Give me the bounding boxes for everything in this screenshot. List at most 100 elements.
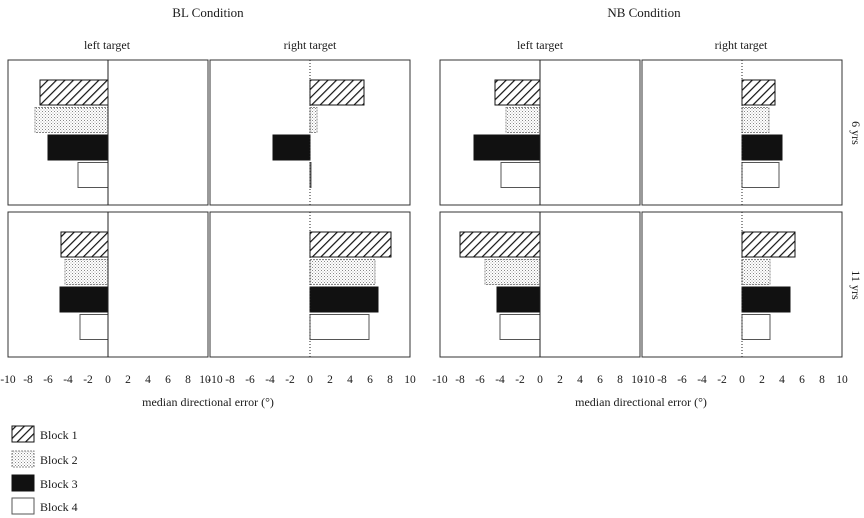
bar-block-2 [505, 107, 541, 133]
tick-label: -10 [639, 374, 655, 386]
tick-label: 6 [165, 374, 171, 386]
tick-label: -6 [677, 374, 687, 386]
tick-label: -4 [63, 374, 73, 386]
legend-swatch-block-1 [11, 425, 35, 443]
bl-condition-title: BL Condition [172, 5, 244, 20]
tick-label: 8 [617, 374, 623, 386]
tick-label: 4 [779, 374, 785, 386]
bar-block-4 [77, 162, 109, 188]
bar-block-1 [39, 79, 109, 106]
bar-block-1 [459, 231, 541, 258]
tick-label: -4 [495, 374, 505, 386]
tick-label: 8 [185, 374, 191, 386]
ticks-layer: -10 -8 -6 -4 -2 0 2 4 6 8 10-10 -8 -6 -4 -2 0 2 4 6 8 10 -10-… [0, 374, 848, 386]
bar-block-1 [741, 79, 776, 106]
bar-block-3 [47, 134, 109, 161]
bar-block-2 [64, 259, 109, 285]
tick-label: -2 [83, 374, 93, 386]
bar-block-2 [309, 259, 376, 285]
tick-label: -6 [475, 374, 485, 386]
nb-condition-title: NB Condition [607, 5, 681, 20]
legend-label-block-3: Block 3 [40, 477, 78, 491]
tick-label: -10 [432, 374, 448, 386]
bar-block-4 [309, 314, 370, 340]
bar-block-1 [741, 231, 796, 258]
row-label-6-yrs: 6 yrs [849, 121, 863, 145]
tick-label: -8 [225, 374, 235, 386]
panel-bl-11-yrs-left [7, 211, 209, 358]
bar-block-4 [79, 314, 109, 340]
legend: Block 1 Block 2 Block 3 Block 4 [11, 425, 78, 515]
panel-nb-11-yrs-right [641, 211, 843, 358]
bl-right-target-title: right target [284, 38, 337, 52]
bar-block-3 [496, 286, 541, 313]
tick-label: 2 [125, 374, 131, 386]
tick-label: 10 [836, 374, 848, 386]
legend-swatch-block-4 [11, 497, 35, 515]
tick-label: 10 [199, 374, 211, 386]
nb-right-target-title: right target [715, 38, 768, 52]
tick-label: 2 [759, 374, 765, 386]
tick-label: 0 [105, 374, 111, 386]
tick-label: -4 [265, 374, 275, 386]
bar-block-1 [494, 79, 541, 106]
tick-label: 10 [404, 374, 416, 386]
tick-label: 0 [307, 374, 313, 386]
tick-label: -2 [717, 374, 727, 386]
panel-bl-6-yrs-right [209, 59, 411, 206]
tick-label: -10 [207, 374, 223, 386]
tick-label: 8 [387, 374, 393, 386]
tick-label: 4 [145, 374, 151, 386]
bar-block-2 [484, 259, 541, 285]
panel-nb-6-yrs-right [641, 59, 843, 206]
tick-label: 0 [537, 374, 543, 386]
bar-block-3 [473, 134, 541, 161]
bar-block-3 [272, 134, 311, 161]
tick-label: -8 [455, 374, 465, 386]
bar-block-1 [60, 231, 109, 258]
tick-label: -10 [0, 374, 16, 386]
tick-label: 8 [819, 374, 825, 386]
bar-block-4 [741, 314, 771, 340]
panel-nb-6-yrs-left [439, 59, 641, 206]
tick-label: 4 [347, 374, 353, 386]
legend-label-block-4: Block 4 [40, 500, 78, 514]
tick-label: 10 [631, 374, 643, 386]
tick-label: 2 [327, 374, 333, 386]
tick-label: -8 [657, 374, 667, 386]
panel-nb-11-yrs-left [439, 211, 641, 358]
legend-label-block-1: Block 1 [40, 428, 78, 442]
legend-swatch-block-3 [11, 474, 35, 492]
tick-label: 6 [597, 374, 603, 386]
tick-label: 2 [557, 374, 563, 386]
bl-left-target-title: left target [84, 38, 131, 52]
row-label-11-yrs: 11 yrs [849, 270, 863, 300]
legend-label-block-2: Block 2 [40, 453, 78, 467]
bar-block-3 [741, 134, 783, 161]
panel-bl-6-yrs-left [7, 59, 209, 206]
bar-block-2 [34, 107, 109, 133]
tick-label: -6 [245, 374, 255, 386]
bar-block-2 [309, 107, 318, 133]
bar-block-2 [741, 107, 770, 133]
tick-label: 6 [367, 374, 373, 386]
nb-left-target-title: left target [517, 38, 564, 52]
bar-block-4 [499, 314, 541, 340]
tick-label: -2 [285, 374, 295, 386]
tick-label: 4 [577, 374, 583, 386]
bar-block-3 [59, 286, 109, 313]
bl-xaxis-title: median directional error (°) [142, 395, 274, 409]
tick-label: 6 [799, 374, 805, 386]
bar-block-3 [309, 286, 379, 313]
bar-block-4 [500, 162, 541, 188]
tick-label: -4 [697, 374, 707, 386]
tick-label: -6 [43, 374, 53, 386]
bar-block-1 [309, 79, 365, 106]
nb-xaxis-title: median directional error (°) [575, 395, 707, 409]
bar-block-2 [741, 259, 771, 285]
tick-label: -8 [23, 374, 33, 386]
bar-block-4 [741, 162, 780, 188]
panel-bl-11-yrs-right [209, 211, 411, 358]
tick-label: -2 [515, 374, 525, 386]
bar-block-3 [741, 286, 791, 313]
